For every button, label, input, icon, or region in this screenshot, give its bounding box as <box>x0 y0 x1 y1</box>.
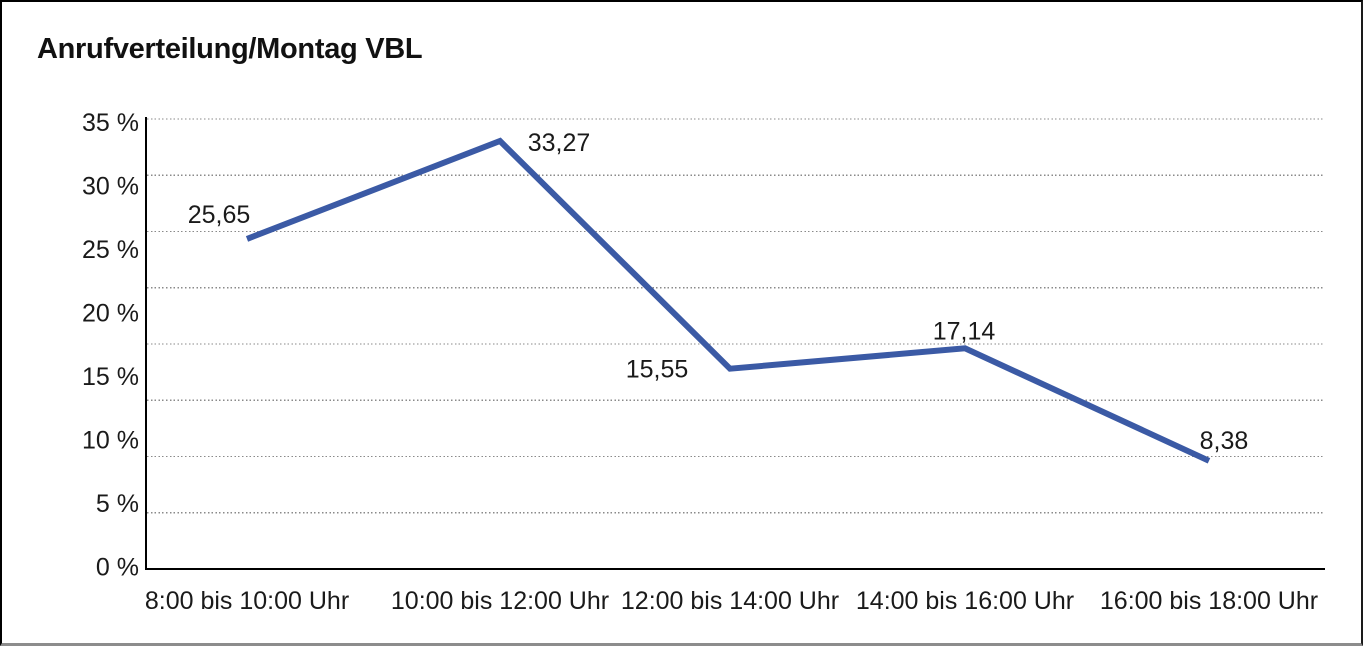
y-tick-label: 30 % <box>82 173 139 201</box>
x-category-label: 8:00 bis 10:00 Uhr <box>145 587 349 615</box>
data-point-label: 25,65 <box>188 201 251 229</box>
data-point-label: 33,27 <box>528 129 591 157</box>
data-point-label: 15,55 <box>626 356 689 384</box>
y-tick-label: 15 % <box>82 363 139 391</box>
data-line <box>245 137 1211 464</box>
y-tick-label: 20 % <box>82 300 139 328</box>
y-tick-label: 25 % <box>82 236 139 264</box>
x-category-label: 14:00 bis 16:00 Uhr <box>856 587 1074 615</box>
data-point-label: 17,14 <box>933 317 996 345</box>
y-tick-label: 10 % <box>82 427 139 455</box>
x-category-label: 10:00 bis 12:00 Uhr <box>391 587 609 615</box>
x-category-label: 16:00 bis 18:00 Uhr <box>1100 587 1318 615</box>
chart-title: Anrufverteilung/Montag VBL <box>37 33 423 65</box>
y-tick-label: 35 % <box>82 109 139 137</box>
data-point-label: 8,38 <box>1200 427 1249 455</box>
y-tick-label: 0 % <box>96 554 139 582</box>
y-tick-label: 5 % <box>96 490 139 518</box>
x-category-label: 12:00 bis 14:00 Uhr <box>621 587 839 615</box>
